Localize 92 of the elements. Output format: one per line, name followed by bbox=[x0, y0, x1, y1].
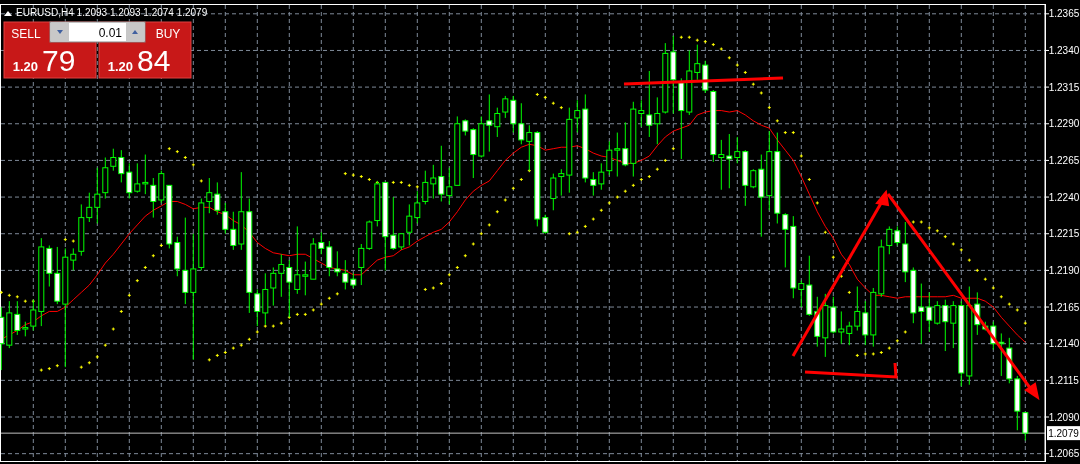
candlestick bbox=[294, 225, 301, 295]
candlestick bbox=[614, 132, 621, 178]
candlestick bbox=[278, 253, 285, 298]
candlestick bbox=[358, 243, 365, 286]
candlestick bbox=[326, 240, 333, 277]
y-tick-label: 1.2265 bbox=[1048, 154, 1080, 166]
annotation: BUY bbox=[155, 27, 181, 41]
candlestick bbox=[558, 168, 565, 197]
candlestick bbox=[222, 202, 229, 235]
candlestick bbox=[638, 99, 645, 128]
candlestick bbox=[798, 280, 805, 308]
candlestick bbox=[950, 300, 957, 349]
candlestick bbox=[934, 300, 941, 326]
annotation: 84 bbox=[137, 44, 171, 77]
candlestick bbox=[302, 261, 309, 296]
candlestick bbox=[406, 203, 413, 246]
candlestick bbox=[206, 177, 213, 214]
annotation: 79 bbox=[42, 44, 76, 77]
candlestick bbox=[646, 70, 653, 138]
y-tick-label: 1.2365 bbox=[1048, 8, 1080, 20]
candlestick bbox=[574, 99, 581, 134]
candlestick bbox=[838, 310, 845, 345]
candlestick bbox=[734, 136, 741, 164]
candlestick bbox=[846, 321, 853, 346]
chart-title: EURUSD,H4 1.2093 1.2093 1.2074 1.2079 bbox=[16, 7, 208, 18]
y-tick-label: 1.2165 bbox=[1048, 301, 1080, 313]
candlestick bbox=[622, 121, 629, 167]
candlestick bbox=[270, 266, 277, 307]
candlestick bbox=[654, 96, 661, 145]
candlestick bbox=[342, 259, 349, 290]
candlestick bbox=[542, 214, 549, 235]
candlestick bbox=[518, 102, 525, 145]
candlestick bbox=[918, 283, 925, 345]
candlestick bbox=[70, 247, 77, 271]
y-tick-label: 1.2140 bbox=[1048, 338, 1080, 350]
candlestick bbox=[502, 95, 509, 119]
candlestick bbox=[150, 177, 157, 219]
candlestick bbox=[142, 154, 149, 195]
candlestick bbox=[118, 149, 125, 183]
candlestick bbox=[134, 162, 141, 194]
candlestick bbox=[782, 212, 789, 268]
candlestick bbox=[254, 288, 261, 327]
candlestick bbox=[862, 300, 869, 346]
y-tick-label: 1.2340 bbox=[1048, 44, 1080, 56]
candlestick bbox=[230, 211, 237, 251]
candlestick bbox=[726, 133, 733, 189]
candlestick bbox=[190, 233, 197, 361]
annotation: 1.20 bbox=[12, 59, 38, 74]
annotation: 0.01 bbox=[98, 26, 123, 40]
candlestick bbox=[94, 167, 101, 224]
annotation: SELL bbox=[11, 27, 41, 41]
candlestick bbox=[926, 291, 933, 333]
candlestick bbox=[262, 272, 269, 326]
candlestick bbox=[894, 225, 901, 246]
candlestick bbox=[694, 44, 701, 81]
candlestick bbox=[550, 173, 557, 211]
candlestick bbox=[510, 95, 517, 134]
candlestick bbox=[182, 217, 189, 305]
candlestick bbox=[438, 145, 445, 202]
candlestick bbox=[590, 171, 597, 197]
candlestick bbox=[854, 286, 861, 331]
candlestick bbox=[390, 196, 397, 251]
candlestick bbox=[318, 231, 325, 255]
candlestick bbox=[942, 299, 949, 352]
y-tick-label: 1.2115 bbox=[1049, 374, 1080, 386]
candlestick bbox=[718, 139, 725, 191]
candlestick bbox=[446, 167, 453, 205]
candlestick bbox=[110, 148, 117, 172]
annotation: 1.20 bbox=[107, 59, 133, 74]
candlestick bbox=[598, 162, 605, 191]
y-tick-label: 1.2090 bbox=[1048, 411, 1080, 423]
candlestick bbox=[486, 93, 493, 153]
ref-line-label: 1.2079 bbox=[1048, 428, 1080, 440]
candlestick bbox=[414, 190, 421, 224]
candlestick bbox=[334, 250, 341, 277]
candlestick bbox=[606, 140, 613, 176]
candlestick bbox=[214, 181, 221, 216]
candlestick bbox=[86, 192, 93, 223]
y-tick-label: 1.2290 bbox=[1048, 118, 1080, 130]
y-tick-label: 1.2240 bbox=[1048, 191, 1080, 203]
candlestick bbox=[886, 225, 893, 255]
candlestick bbox=[126, 162, 133, 200]
y-tick-label: 1.2065 bbox=[1048, 448, 1080, 460]
candlestick bbox=[14, 300, 21, 336]
y-tick-label: 1.2315 bbox=[1048, 81, 1080, 93]
candlestick bbox=[750, 168, 757, 189]
candlestick bbox=[430, 164, 437, 200]
candlestick bbox=[422, 170, 429, 205]
candlestick bbox=[1022, 412, 1029, 441]
y-tick-label: 1.2190 bbox=[1048, 264, 1080, 276]
candlestick bbox=[494, 107, 501, 138]
y-tick-label: 1.2215 bbox=[1048, 228, 1080, 240]
